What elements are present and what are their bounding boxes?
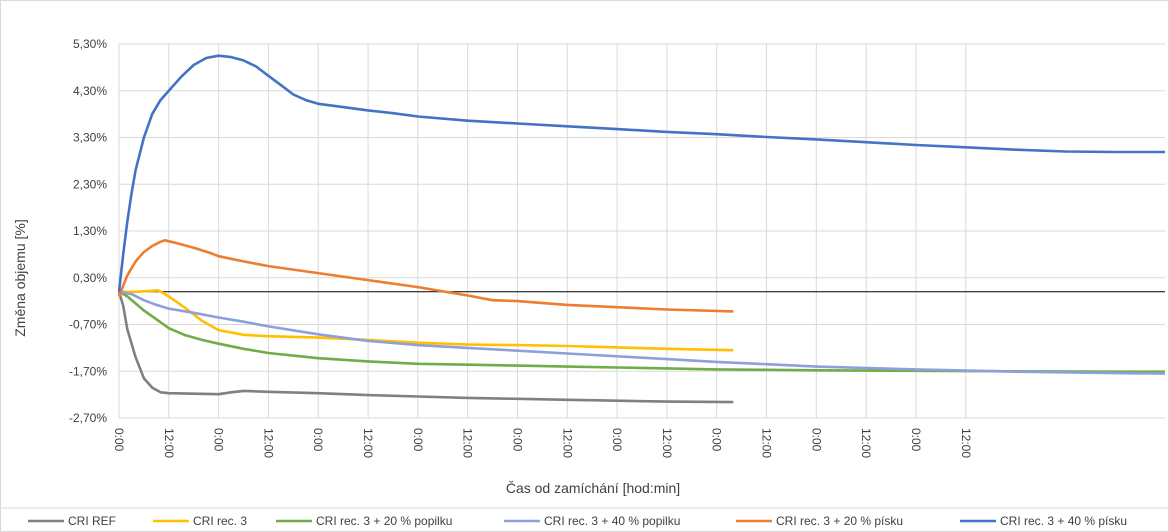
y-tick-label: 4,30% [73, 84, 107, 98]
y-tick-label: -2,70% [69, 411, 107, 425]
series-line-1 [117, 291, 734, 404]
x-tick-label: 12:00 [560, 428, 574, 458]
x-axis-label: Čas od zamíchání [hod:min] [506, 480, 680, 496]
legend: CRI REF CRI rec. 3 CRI rec. 3 + 20 % popil… [28, 514, 1127, 528]
y-tick-label: 2,30% [73, 177, 107, 191]
y-tick-label: 5,30% [73, 37, 107, 51]
y-tick-label: -1,70% [69, 364, 107, 378]
x-tick-label: 12:00 [361, 428, 375, 458]
x-tick-label: 12:00 [859, 428, 873, 458]
y-tick-label: -0,70% [69, 318, 107, 332]
x-tick-label: 0:00 [112, 428, 126, 452]
legend-label: CRI rec. 3 + 40 % popilku [544, 514, 680, 528]
legend-label: CRI rec. 3 + 20 % popilku [316, 514, 452, 528]
x-tick-label: 0:00 [909, 428, 923, 452]
x-tick-label: 0:00 [212, 428, 226, 452]
legend-item-5: CRI rec. 3 + 20 % písku [736, 514, 903, 528]
legend-label: CRI rec. 3 + 20 % písku [776, 514, 903, 528]
series-line-5 [117, 239, 734, 313]
x-tick-label: 0:00 [311, 428, 325, 452]
x-tick-label: 0:00 [809, 428, 823, 452]
x-tick-label: 12:00 [959, 428, 973, 458]
series-line-6 [117, 54, 1165, 292]
x-tick-label: 0:00 [610, 428, 624, 452]
y-tick-label: 0,30% [73, 271, 107, 285]
x-tick-label: 12:00 [261, 428, 275, 458]
x-tick-label: 12:00 [660, 428, 674, 458]
legend-item-6: CRI rec. 3 + 40 % písku [960, 514, 1127, 528]
legend-item-3: CRI rec. 3 + 20 % popilku [276, 514, 452, 528]
series-line-4 [118, 290, 1166, 375]
legend-label: CRI rec. 3 + 40 % písku [1000, 514, 1127, 528]
x-axis-ticks: 0:00 12:00 0:00 12:00 0:00 12:00 0:00 12:00 0:00… [112, 428, 973, 458]
x-tick-label: 12:00 [162, 428, 176, 458]
series-line-2 [119, 289, 734, 352]
legend-label: CRI rec. 3 [193, 514, 247, 528]
y-axis-ticks: 5,30% 4,30% 3,30% 2,30% 1,30% 0,30% -0,70% -1,7… [69, 37, 107, 425]
x-tick-label: 0:00 [411, 428, 425, 452]
y-tick-label: 1,30% [73, 224, 107, 238]
x-tick-label: 0:00 [710, 428, 724, 452]
legend-label: CRI REF [68, 514, 116, 528]
x-tick-label: 12:00 [461, 428, 475, 458]
y-tick-label: 3,30% [73, 131, 107, 145]
x-tick-label: 0:00 [510, 428, 524, 452]
legend-item-1: CRI REF [28, 514, 116, 528]
x-tick-label: 12:00 [760, 428, 774, 458]
legend-item-2: CRI rec. 3 [153, 514, 247, 528]
y-axis-label: Změna objemu [%] [12, 219, 28, 337]
series-line-3 [118, 290, 1165, 373]
series-layer [117, 54, 1166, 404]
legend-item-4: CRI rec. 3 + 40 % popilku [504, 514, 680, 528]
gridlines [118, 43, 1165, 419]
